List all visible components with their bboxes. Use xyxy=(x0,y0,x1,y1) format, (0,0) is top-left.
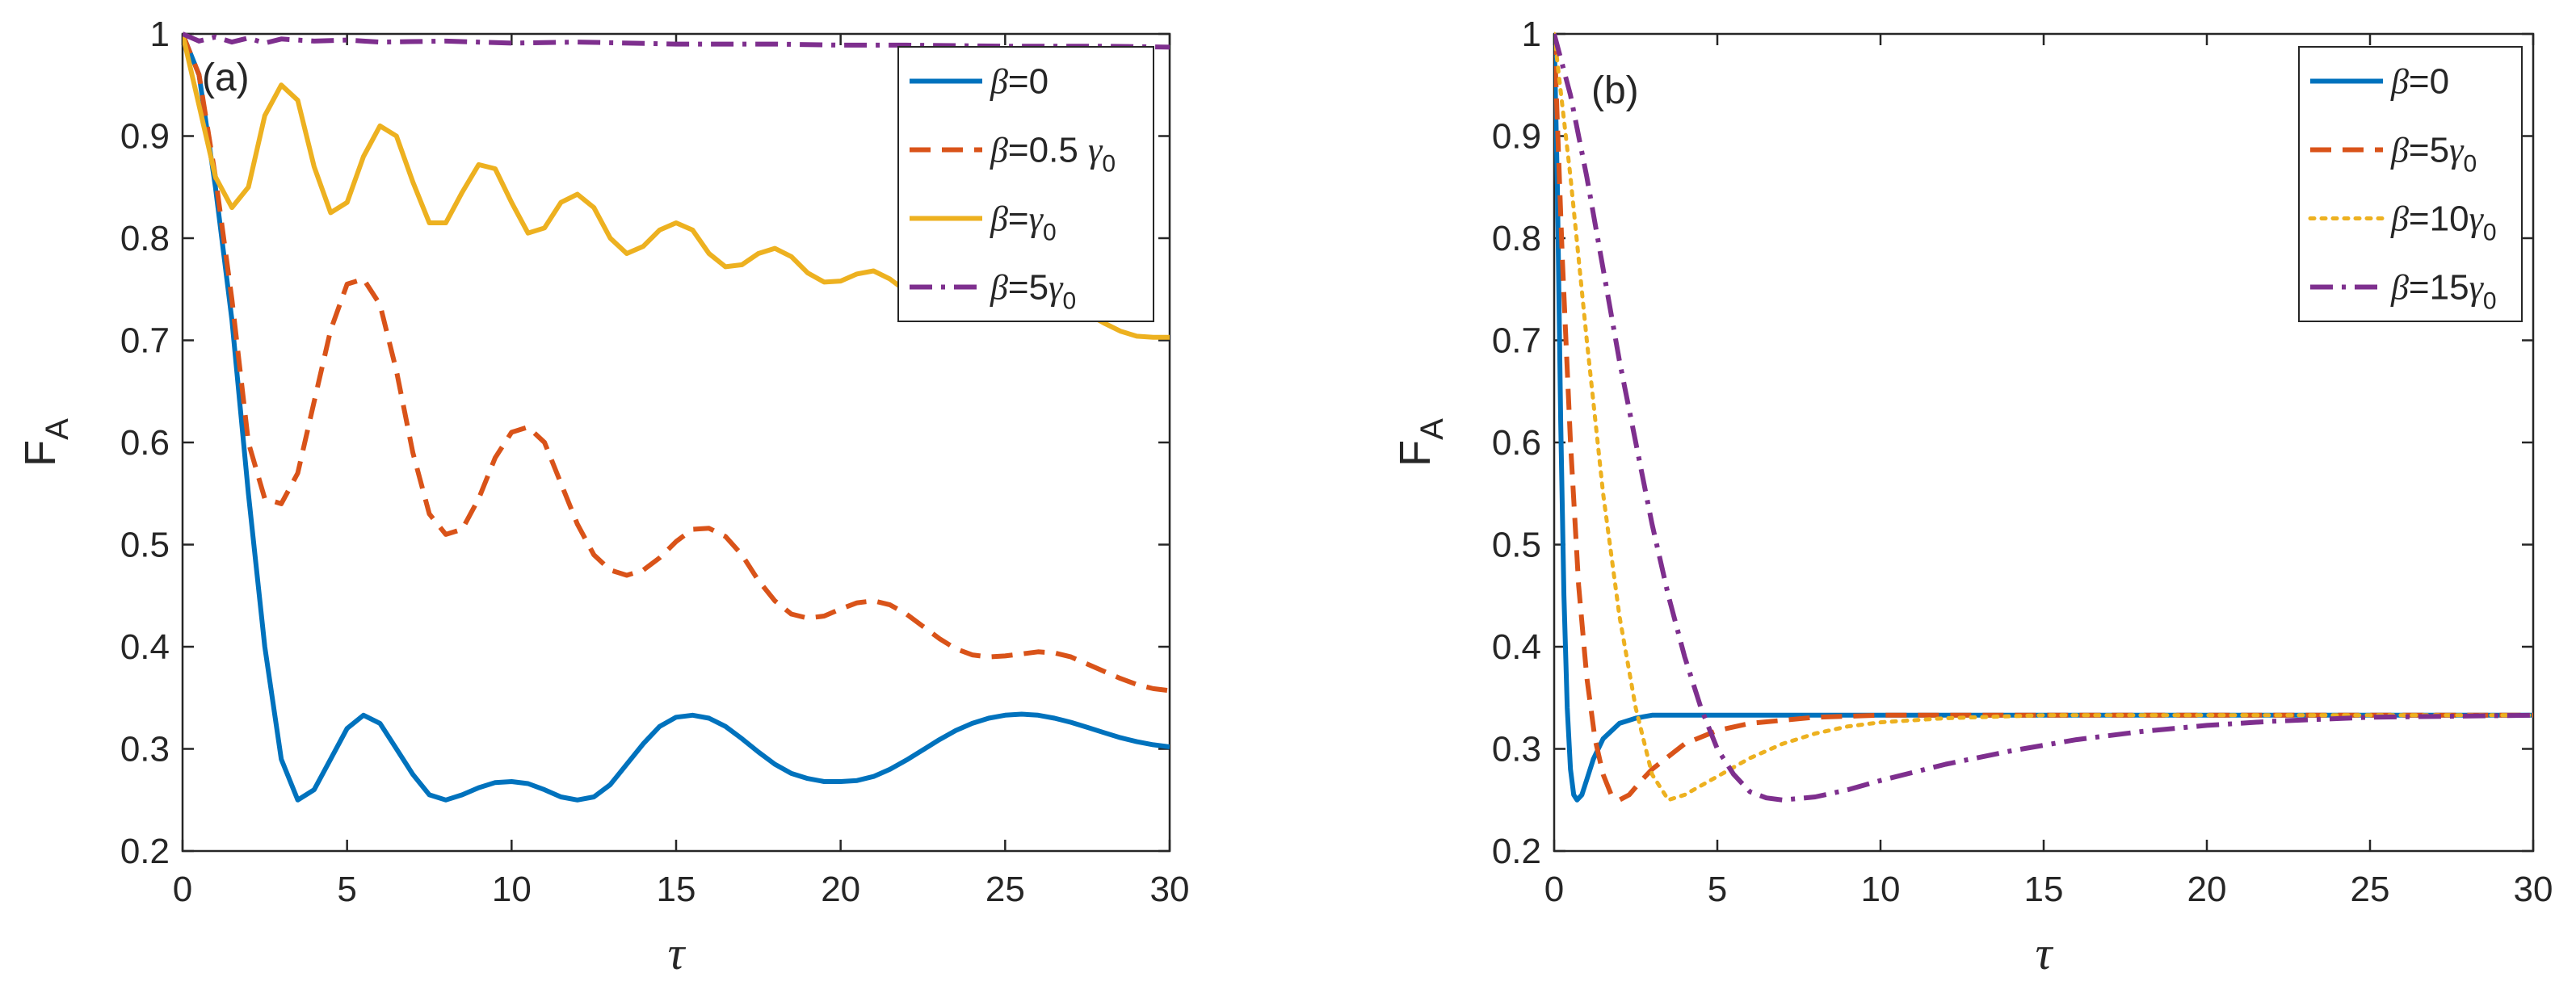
y-axis-label: FA xyxy=(16,418,75,467)
y-tick-label: 1 xyxy=(1522,15,1541,54)
y-tick-label: 0.8 xyxy=(1492,219,1541,258)
y-tick-label: 0.6 xyxy=(120,423,170,463)
x-tick-label: 25 xyxy=(2351,870,2390,909)
x-tick-label: 25 xyxy=(985,870,1025,909)
y-tick-label: 1 xyxy=(150,15,170,54)
y-tick-label: 0.3 xyxy=(1492,730,1541,769)
y-tick-label: 0.5 xyxy=(1492,526,1541,565)
legend-label-1: β=0 xyxy=(2390,62,2449,102)
y-tick-label: 0.2 xyxy=(1492,832,1541,871)
y-tick-label: 0.2 xyxy=(120,832,170,871)
x-tick-label: 30 xyxy=(1150,870,1190,909)
series-line-4 xyxy=(183,31,1170,50)
series-group xyxy=(1554,31,2533,803)
legend-label-3: β=γ0 xyxy=(990,199,1057,246)
legend-label-2: β=0.5 γ0 xyxy=(990,131,1116,178)
x-tick-label: 15 xyxy=(657,870,696,909)
x-tick-label: 5 xyxy=(1708,870,1727,909)
x-axis-label: τ xyxy=(2036,927,2054,979)
x-tick-label: 30 xyxy=(2514,870,2553,909)
legend-label-4: β=15γ0 xyxy=(2390,268,2497,315)
legend-label-4: β=5γ0 xyxy=(990,268,1076,315)
y-tick-label: 0.6 xyxy=(1492,423,1541,463)
y-tick-label: 0.7 xyxy=(1492,321,1541,361)
y-tick-label: 0.3 xyxy=(120,730,170,769)
series-line-2 xyxy=(1554,33,2533,803)
y-tick-label: 0.4 xyxy=(1492,627,1541,667)
legend-box xyxy=(897,46,1154,322)
panel-b: 0 5 10 15 20 25 30 0.2 0.3 0.4 0.5 0.6 0.7 0.8 0.9 1 τ FA… xyxy=(1391,15,2553,979)
y-tick-label: 0.4 xyxy=(120,627,170,667)
legend: β=0 β=5γ0 β=10γ0 β=15γ0 xyxy=(2298,46,2523,322)
x-tick-label: 10 xyxy=(1861,870,1901,909)
series-line-3 xyxy=(1554,31,2533,803)
panel-a: 0 5 10 15 20 25 30 0.2 0.3 0.4 0.5 0.6 0.7 0.8 0.9 1 τ FA… xyxy=(16,15,1189,979)
y-tick-label: 0.9 xyxy=(120,117,170,157)
series-line-1 xyxy=(183,32,1170,803)
y-tick-label: 0.9 xyxy=(1492,117,1541,157)
x-tick-label: 10 xyxy=(492,870,532,909)
panel-label: (a) xyxy=(202,57,250,99)
series-line-2 xyxy=(183,32,1170,694)
y-axis-label: FA xyxy=(1391,418,1450,467)
x-tick-label: 0 xyxy=(173,870,192,909)
legend-label-2: β=5γ0 xyxy=(2390,131,2477,178)
x-tick-label: 5 xyxy=(337,870,356,909)
legend: β=0 β=0.5 γ0 β=γ0 β=5γ0 xyxy=(897,46,1154,322)
legend-label-3: β=10γ0 xyxy=(2390,199,2497,246)
x-axis-label: τ xyxy=(668,927,687,979)
x-tick-label: 15 xyxy=(2024,870,2064,909)
y-tick-label: 0.7 xyxy=(120,321,170,361)
panel-label: (b) xyxy=(1591,69,1639,112)
x-tick-label: 20 xyxy=(821,870,860,909)
legend-label-1: β=0 xyxy=(990,62,1048,102)
x-tick-label: 20 xyxy=(2187,870,2227,909)
x-tick-label: 0 xyxy=(1544,870,1564,909)
series-line-1 xyxy=(1554,33,2533,803)
legend-box xyxy=(2298,46,2523,322)
y-tick-label: 0.8 xyxy=(120,219,170,258)
y-tick-label: 0.5 xyxy=(120,526,170,565)
